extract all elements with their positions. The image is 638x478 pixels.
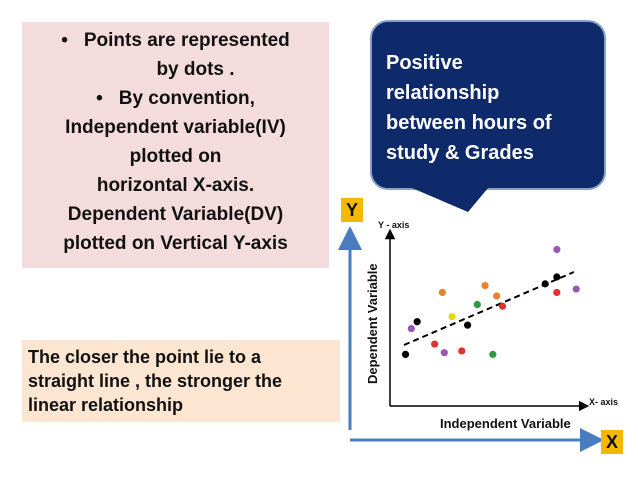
scatter-point-14	[498, 302, 507, 310]
left-info-line-2: by dots .	[156, 59, 235, 80]
left-info-text: Points are represented by dots . By conv…	[22, 26, 329, 258]
scatter-point-11	[481, 282, 489, 290]
scatter-point-19	[572, 285, 580, 293]
scatter-points	[401, 245, 580, 358]
left-info-line-3: By convention,	[22, 84, 329, 113]
scatter-point-4	[431, 340, 439, 348]
callout-line-1: Positive	[386, 52, 463, 74]
scatter-point-9	[464, 321, 472, 329]
scatter-point-6	[440, 349, 448, 357]
callout-box	[370, 20, 606, 190]
left-info-line-4: Independent variable(IV)	[65, 117, 286, 138]
left-info-line-6: horizontal X-axis.	[96, 175, 255, 196]
callout-text: Positive relationship between hours of s…	[386, 48, 596, 168]
scatter-point-2	[407, 325, 415, 333]
left-info-line-7: Dependent Variable(DV)	[67, 204, 284, 225]
callout-line-3: between hours of	[386, 112, 552, 134]
bottom-info-line-3: linear relationship	[28, 395, 184, 415]
scatter-point-16	[553, 288, 561, 297]
left-info-line-5: plotted on	[129, 146, 222, 167]
scatter-point-10	[473, 300, 481, 309]
scatter-point-1	[401, 350, 410, 358]
chart-y-axis-label: Y - axis	[378, 220, 409, 230]
scatter-point-15	[541, 280, 549, 288]
bottom-info-text: The closer the point lie to a straight l…	[28, 345, 340, 417]
scatter-point-13	[493, 292, 501, 300]
bottom-info-box	[22, 340, 340, 422]
callout-line-4: study & Grades	[386, 142, 534, 164]
bottom-info-line-2: straight line , the stronger the	[28, 371, 283, 391]
scatter-point-17	[553, 273, 561, 281]
x-label-badge: X	[601, 430, 623, 454]
scatter-point-3	[413, 318, 421, 326]
scatter-point-8	[458, 347, 466, 355]
left-info-box	[22, 22, 329, 268]
callout-line-2: relationship	[386, 82, 500, 104]
scatter-point-12	[489, 350, 497, 358]
chart-x-title: Independent Variable	[440, 416, 571, 431]
left-info-line-8: plotted on Vertical Y-axis	[63, 233, 288, 254]
left-info-line-1: Points are represented	[22, 26, 329, 55]
scatter-point-7	[448, 312, 456, 321]
scatter-point-5	[438, 288, 446, 297]
bottom-info-line-1: The closer the point lie to a	[28, 347, 262, 367]
chart-y-title: Dependent Variable	[365, 263, 380, 384]
chart-x-axis-label: X- axis	[589, 397, 618, 407]
y-label-badge: Y	[341, 198, 363, 222]
scatter-point-18	[553, 245, 561, 254]
